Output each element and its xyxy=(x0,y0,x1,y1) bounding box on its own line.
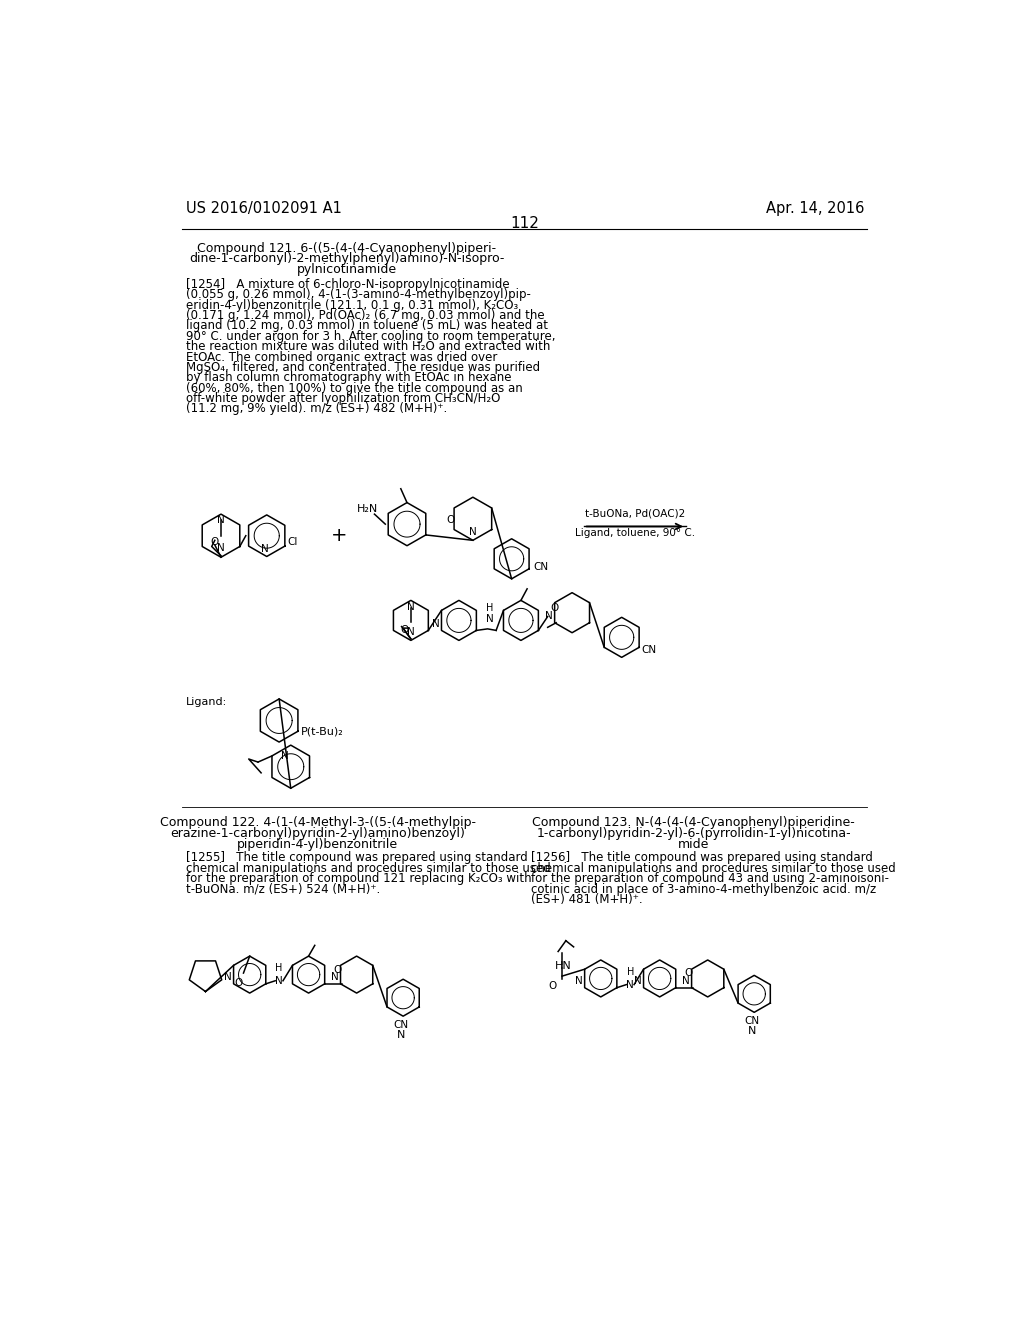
Text: O: O xyxy=(333,965,341,974)
Text: N: N xyxy=(575,977,583,986)
Text: (11.2 mg, 9% yield). m/z (ES+) 482 (M+H)⁺.: (11.2 mg, 9% yield). m/z (ES+) 482 (M+H)… xyxy=(186,403,447,416)
Text: Compound 122. 4-(1-(4-Methyl-3-((5-(4-methylpip-: Compound 122. 4-(1-(4-Methyl-3-((5-(4-me… xyxy=(160,816,476,829)
Text: N: N xyxy=(281,751,289,760)
Text: O: O xyxy=(211,537,219,548)
Text: O: O xyxy=(400,626,409,635)
Text: [1254]   A mixture of 6-chloro-N-isopropylnicotinamide: [1254] A mixture of 6-chloro-N-isopropyl… xyxy=(186,277,510,290)
Text: Compound 121. 6-((5-(4-(4-Cyanophenyl)piperi-: Compound 121. 6-((5-(4-(4-Cyanophenyl)pi… xyxy=(197,242,496,255)
Text: t-BuONa. m/z (ES+) 524 (M+H)⁺.: t-BuONa. m/z (ES+) 524 (M+H)⁺. xyxy=(186,883,380,895)
Text: chemical manipulations and procedures similar to those used: chemical manipulations and procedures si… xyxy=(531,862,896,875)
Text: by flash column chromatography with EtOAc in hexane: by flash column chromatography with EtOA… xyxy=(186,371,512,384)
Text: N: N xyxy=(275,975,283,986)
Text: N: N xyxy=(260,544,268,554)
Text: CN: CN xyxy=(744,1016,760,1026)
Text: (ES+) 481 (M+H)⁺.: (ES+) 481 (M+H)⁺. xyxy=(531,892,643,906)
Text: H: H xyxy=(486,603,494,612)
Text: 112: 112 xyxy=(510,216,540,231)
Text: N: N xyxy=(407,627,415,638)
Text: off-white powder after lyophilization from CH₃CN/H₂O: off-white powder after lyophilization fr… xyxy=(186,392,501,405)
Text: MgSO₄, filtered, and concentrated. The residue was purified: MgSO₄, filtered, and concentrated. The r… xyxy=(186,360,541,374)
Text: Ligand, toluene, 90° C.: Ligand, toluene, 90° C. xyxy=(574,528,695,539)
Text: N: N xyxy=(682,977,690,986)
Text: N: N xyxy=(432,619,440,628)
Text: chemical manipulations and procedures similar to those used: chemical manipulations and procedures si… xyxy=(186,862,551,875)
Text: N: N xyxy=(634,977,642,986)
Text: 90° C. under argon for 3 h. After cooling to room temperature,: 90° C. under argon for 3 h. After coolin… xyxy=(186,330,556,343)
Text: O: O xyxy=(446,515,455,525)
Text: for the preparation of compound 43 and using 2-aminoisoni-: for the preparation of compound 43 and u… xyxy=(531,873,889,886)
Text: cotinic acid in place of 3-amino-4-methylbenzoic acid. m/z: cotinic acid in place of 3-amino-4-methy… xyxy=(531,883,877,895)
Text: 1-carbonyl)pyridin-2-yl)-6-(pyrrolidin-1-yl)nicotina-: 1-carbonyl)pyridin-2-yl)-6-(pyrrolidin-1… xyxy=(537,826,851,840)
Text: (0.055 g, 0.26 mmol), 4-(1-(3-amino-4-methylbenzoyl)pip-: (0.055 g, 0.26 mmol), 4-(1-(3-amino-4-me… xyxy=(186,288,531,301)
Text: N: N xyxy=(217,515,225,525)
Text: +: + xyxy=(331,527,347,545)
Text: [1255]   The title compound was prepared using standard: [1255] The title compound was prepared u… xyxy=(186,851,528,865)
Text: N: N xyxy=(546,611,553,622)
Text: N: N xyxy=(486,614,494,624)
Text: Apr. 14, 2016: Apr. 14, 2016 xyxy=(766,201,864,215)
Text: piperidin-4-yl)benzonitrile: piperidin-4-yl)benzonitrile xyxy=(238,837,398,850)
Text: erazine-1-carbonyl)pyridin-2-yl)amino)benzoyl): erazine-1-carbonyl)pyridin-2-yl)amino)be… xyxy=(170,826,465,840)
Text: CN: CN xyxy=(641,645,656,656)
Text: t-BuONa, Pd(OAC)2: t-BuONa, Pd(OAC)2 xyxy=(585,508,685,519)
Text: H: H xyxy=(627,968,634,977)
Text: Cl: Cl xyxy=(287,537,298,548)
Text: mide: mide xyxy=(678,837,710,850)
Text: N: N xyxy=(331,973,339,982)
Text: O: O xyxy=(551,603,559,614)
Text: H: H xyxy=(275,964,283,973)
Text: [1256]   The title compound was prepared using standard: [1256] The title compound was prepared u… xyxy=(531,851,872,865)
Text: O: O xyxy=(684,969,692,978)
Text: CN: CN xyxy=(534,561,549,572)
Text: O: O xyxy=(234,978,243,987)
Text: H₂N: H₂N xyxy=(356,504,378,513)
Text: N: N xyxy=(224,973,232,982)
Text: HN: HN xyxy=(555,961,571,970)
Text: N: N xyxy=(396,1030,404,1040)
Text: O: O xyxy=(549,981,557,991)
Text: P(t-Bu)₂: P(t-Bu)₂ xyxy=(301,726,344,737)
Text: N: N xyxy=(627,979,634,990)
Text: dine-1-carbonyl)-2-methylphenyl)amino)-N-isopro-: dine-1-carbonyl)-2-methylphenyl)amino)-N… xyxy=(188,252,504,265)
Text: pylnicotinamide: pylnicotinamide xyxy=(297,263,396,276)
Text: ligand (10.2 mg, 0.03 mmol) in toluene (5 mL) was heated at: ligand (10.2 mg, 0.03 mmol) in toluene (… xyxy=(186,319,548,333)
Text: N: N xyxy=(407,602,415,612)
Text: US 2016/0102091 A1: US 2016/0102091 A1 xyxy=(186,201,342,215)
Text: (0.171 g, 1.24 mmol), Pd(OAc)₂ (6.7 mg, 0.03 mmol) and the: (0.171 g, 1.24 mmol), Pd(OAc)₂ (6.7 mg, … xyxy=(186,309,545,322)
Text: the reaction mixture was diluted with H₂O and extracted with: the reaction mixture was diluted with H₂… xyxy=(186,341,551,354)
Text: EtOAc. The combined organic extract was dried over: EtOAc. The combined organic extract was … xyxy=(186,351,498,363)
Text: (60%, 80%, then 100%) to give the title compound as an: (60%, 80%, then 100%) to give the title … xyxy=(186,381,523,395)
Text: Ligand:: Ligand: xyxy=(186,697,227,708)
Text: N: N xyxy=(748,1026,756,1036)
Text: N: N xyxy=(217,544,225,553)
Text: CN: CN xyxy=(393,1020,409,1030)
Text: for the preparation of compound 121 replacing K₂CO₃ with: for the preparation of compound 121 repl… xyxy=(186,873,531,886)
Text: Compound 123. N-(4-(4-(4-Cyanophenyl)piperidine-: Compound 123. N-(4-(4-(4-Cyanophenyl)pip… xyxy=(532,816,855,829)
Text: N: N xyxy=(469,527,477,537)
Text: eridin-4-yl)benzonitrile (121.1, 0.1 g, 0.31 mmol), K₂CO₃: eridin-4-yl)benzonitrile (121.1, 0.1 g, … xyxy=(186,298,518,312)
